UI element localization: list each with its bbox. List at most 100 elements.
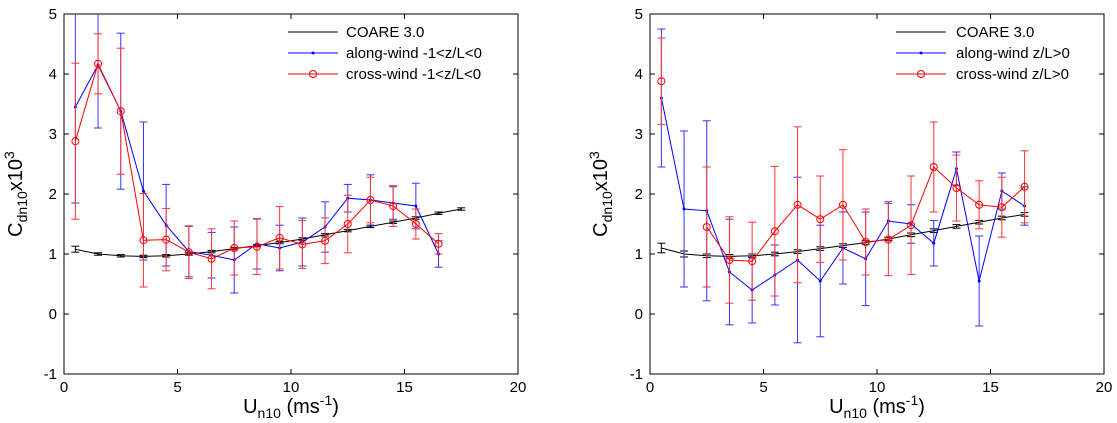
data-point — [657, 77, 666, 86]
data-point — [929, 163, 938, 171]
data-point — [139, 236, 148, 245]
y-tick-label: -1 — [44, 366, 57, 383]
legend-label: cross-wind z/L>0 — [956, 66, 1069, 83]
data-point — [793, 200, 802, 209]
data-point — [816, 215, 825, 224]
y-tick-label: -1 — [630, 366, 643, 383]
x-tick-label: 0 — [60, 379, 68, 396]
x-tick-label: 0 — [646, 379, 654, 396]
legend-label: cross-wind -1<z/L<0 — [346, 66, 481, 83]
data-point — [230, 244, 239, 252]
legend-entry: cross-wind z/L>0 — [896, 66, 1069, 83]
x-tick-label: 15 — [982, 379, 999, 396]
data-point — [861, 238, 870, 246]
data-point — [321, 236, 330, 245]
data-area — [71, 14, 466, 294]
y-axis-label: Cdn10x103 — [586, 151, 615, 237]
y-tick-label: 0 — [635, 306, 643, 323]
data-point — [252, 242, 261, 251]
y-tick-label: 4 — [49, 66, 57, 83]
y-tick-label: 3 — [49, 126, 57, 143]
legend-label: along-wind z/L>0 — [956, 45, 1070, 62]
data-point — [907, 221, 916, 230]
x-tick-label: 20 — [1096, 379, 1113, 396]
legend-entry: along-wind -1<z/L<0 — [288, 45, 482, 62]
legend-marker — [919, 51, 923, 55]
data-point — [702, 223, 711, 231]
error-bar — [434, 233, 443, 255]
x-axis-label: Un10 (ms-1) — [243, 392, 339, 421]
x-tick-label: 10 — [869, 379, 886, 396]
data-point — [71, 137, 80, 146]
data-point — [975, 200, 984, 209]
series-cross — [657, 37, 1029, 304]
series-line — [74, 62, 439, 260]
data-point — [184, 248, 193, 257]
y-tick-label: 4 — [635, 66, 643, 83]
data-point — [94, 59, 103, 68]
y-tick-label: 2 — [635, 186, 643, 203]
data-point — [389, 202, 398, 210]
y-tick-label: 5 — [49, 6, 57, 23]
legend-label: COARE 3.0 — [346, 24, 424, 41]
data-point — [366, 196, 375, 204]
y-tick-label: 3 — [635, 126, 643, 143]
legend-marker — [917, 70, 925, 78]
legend-marker — [311, 51, 315, 55]
y-axis-label: Cdn10x103 — [1, 151, 30, 237]
data-point — [884, 235, 893, 244]
error-bar — [657, 37, 666, 125]
y-tick-label: 1 — [635, 246, 643, 263]
legend-marker — [309, 70, 317, 78]
data-point — [411, 220, 420, 228]
series-line — [706, 166, 1025, 262]
data-point — [997, 203, 1006, 212]
data-point — [770, 227, 779, 236]
data-point — [434, 239, 443, 248]
data-point — [932, 241, 936, 245]
data-point — [116, 107, 125, 116]
data-point — [952, 184, 961, 192]
data-point — [162, 235, 171, 244]
data-point — [298, 240, 307, 249]
data-point — [682, 207, 686, 211]
legend-entry: cross-wind -1<z/L<0 — [288, 66, 481, 83]
x-axis-label: Un10 (ms-1) — [829, 392, 925, 421]
data-point — [141, 189, 145, 193]
data-point — [748, 257, 757, 266]
data-point — [1020, 182, 1029, 191]
series-line — [75, 208, 462, 257]
legend-label: along-wind -1<z/L<0 — [346, 45, 482, 62]
data-point — [838, 200, 847, 209]
data-point — [414, 204, 418, 208]
data-point — [725, 256, 734, 264]
data-point — [275, 233, 284, 242]
x-tick-label: 15 — [396, 379, 413, 396]
legend-entry: COARE 3.0 — [896, 24, 1034, 41]
y-tick-label: 5 — [635, 6, 643, 23]
legend-label: COARE 3.0 — [956, 24, 1034, 41]
legend: COARE 3.0 along-wind -1<z/L<0 cross-wind -… — [288, 24, 482, 83]
x-tick-label: 20 — [510, 379, 527, 396]
legend: COARE 3.0 along-wind z/L>0 cross-wind z/L>… — [896, 24, 1070, 83]
x-tick-label: 5 — [759, 379, 767, 396]
x-tick-label: 5 — [173, 379, 181, 396]
legend-entry: along-wind z/L>0 — [896, 45, 1070, 62]
data-point — [977, 279, 981, 283]
data-point — [343, 220, 352, 228]
error-bar — [702, 166, 711, 288]
y-tick-label: 1 — [49, 246, 57, 263]
data-point — [207, 254, 216, 263]
series-cross — [71, 33, 443, 290]
y-tick-label: 0 — [49, 306, 57, 323]
data-area — [657, 28, 1029, 344]
data-point — [818, 279, 822, 283]
error-bar — [1020, 150, 1029, 224]
y-tick-label: 2 — [49, 186, 57, 203]
error-bar — [657, 242, 666, 254]
legend-entry: COARE 3.0 — [288, 24, 424, 41]
x-tick-label: 10 — [283, 379, 300, 396]
